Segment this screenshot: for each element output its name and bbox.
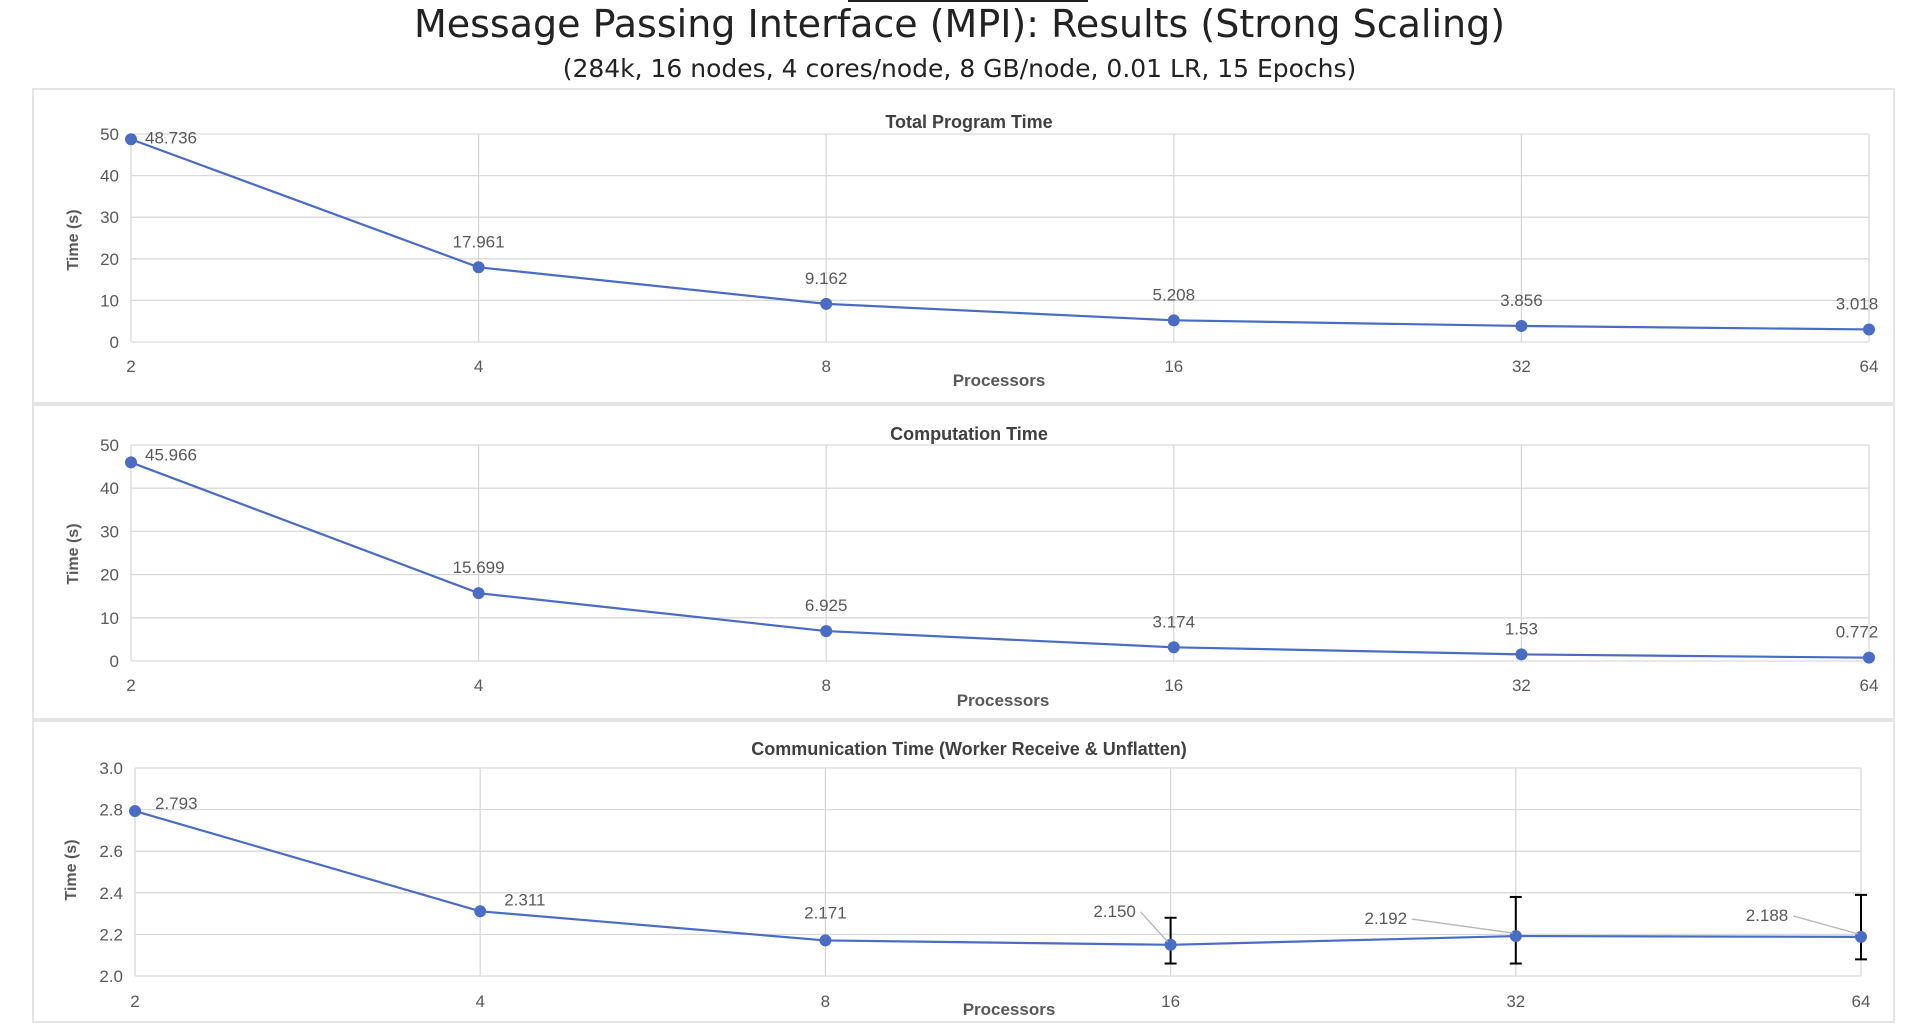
data-label: 2.150 — [1093, 902, 1136, 921]
data-label: 3.174 — [1153, 612, 1196, 631]
data-label: 5.208 — [1153, 285, 1196, 304]
data-point — [1863, 651, 1875, 664]
x-tick-label: 4 — [474, 357, 483, 376]
data-label: 3.018 — [1836, 294, 1879, 313]
y-axis-label: Time (s) — [63, 839, 80, 900]
y-tick-label: 2.2 — [99, 925, 123, 944]
x-tick-label: 64 — [1860, 357, 1879, 376]
x-tick-label: 16 — [1164, 676, 1183, 695]
data-point — [1509, 930, 1522, 943]
y-tick-label: 0 — [110, 333, 119, 352]
data-point — [820, 297, 833, 310]
data-point — [820, 625, 833, 638]
x-tick-label: 32 — [1506, 992, 1525, 1011]
y-tick-label: 20 — [100, 250, 119, 269]
x-tick-label: 16 — [1164, 357, 1183, 376]
data-point — [1863, 323, 1875, 336]
x-tick-label: 4 — [475, 992, 484, 1011]
x-tick-label: 8 — [821, 992, 830, 1011]
data-point — [819, 934, 832, 947]
series-line — [134, 809, 1862, 946]
data-label: 2.188 — [1746, 906, 1789, 925]
x-axis-label: Processors — [957, 691, 1050, 710]
x-tick-label: 16 — [1161, 992, 1180, 1011]
data-label: 15.699 — [453, 558, 505, 577]
series-line — [130, 138, 1870, 331]
chart-title: Total Program Time — [885, 112, 1052, 132]
chart-panel-computation-time: Computation Time Processors Time (s) 0 10… — [32, 404, 1895, 720]
y-tick-label: 2.4 — [99, 884, 123, 903]
y-tick-label: 20 — [100, 566, 119, 585]
x-tick-label: 32 — [1512, 676, 1531, 695]
y-tick-label: 0 — [110, 652, 119, 671]
data-label: 3.856 — [1500, 291, 1543, 310]
total-program-time-chart: Total Program Time Processors Time (s) 0… — [65, 112, 1879, 390]
x-tick-label: 64 — [1860, 676, 1879, 695]
y-tick-label: 10 — [100, 609, 119, 628]
data-label: 9.162 — [805, 269, 848, 288]
data-label: 2.793 — [155, 794, 198, 813]
data-point — [472, 261, 485, 274]
chart-panel-total-time: Total Program Time Processors Time (s) 0… — [32, 88, 1895, 404]
chart-title: Communication Time (Worker Receive & Unf… — [751, 739, 1186, 759]
data-label-leader — [1140, 911, 1169, 943]
y-axis-label: Time (s) — [65, 523, 82, 584]
data-point — [1515, 319, 1528, 332]
x-axis-label: Processors — [963, 1000, 1056, 1019]
y-tick-label: 2.6 — [99, 842, 123, 861]
chart-panel-communication-time: Communication Time (Worker Receive & Unf… — [32, 720, 1895, 1023]
x-axis-label: Processors — [953, 371, 1046, 390]
x-tick-label: 2 — [126, 357, 135, 376]
data-point — [125, 456, 137, 469]
data-label: 48.736 — [145, 128, 197, 147]
data-label: 17.961 — [453, 232, 505, 251]
data-label: 2.311 — [504, 890, 545, 909]
data-label-leader — [1411, 918, 1513, 934]
x-tick-label: 2 — [130, 992, 139, 1011]
data-point — [1167, 314, 1180, 327]
data-label: 6.925 — [805, 596, 848, 615]
data-label: 45.966 — [145, 445, 197, 464]
y-tick-label: 2.0 — [99, 967, 123, 986]
x-tick-label: 32 — [1512, 357, 1531, 376]
data-label: 1.53 — [1505, 619, 1538, 638]
x-tick-label: 64 — [1852, 992, 1871, 1011]
data-label: 2.171 — [804, 903, 847, 922]
x-tick-label: 8 — [821, 676, 830, 695]
communication-time-chart: Communication Time (Worker Receive & Unf… — [63, 739, 1871, 1019]
y-tick-label: 30 — [100, 208, 119, 227]
x-tick-label: 8 — [821, 357, 830, 376]
y-tick-label: 50 — [100, 125, 119, 144]
data-label: 0.772 — [1836, 623, 1879, 642]
data-point — [1515, 648, 1528, 661]
page-title: Message Passing Interface (MPI): Results… — [413, 2, 1506, 46]
y-tick-label: 10 — [100, 291, 119, 310]
x-tick-label: 2 — [126, 676, 135, 695]
data-point — [1167, 641, 1180, 654]
series-line — [130, 461, 1870, 659]
data-label-leader — [1792, 915, 1859, 935]
computation-time-chart: Computation Time Processors Time (s) 0 10… — [65, 424, 1879, 710]
y-tick-label: 3.0 — [99, 759, 123, 778]
data-point — [1855, 930, 1867, 943]
data-point — [472, 587, 485, 600]
y-tick-label: 50 — [100, 436, 119, 455]
data-point — [474, 905, 487, 918]
y-axis-label: Time (s) — [65, 209, 82, 270]
page-subtitle: (284k, 16 nodes, 4 cores/node, 8 GB/node… — [562, 54, 1357, 83]
x-tick-label: 4 — [474, 676, 483, 695]
top-rule — [848, 0, 1088, 2]
y-tick-label: 30 — [100, 522, 119, 541]
y-tick-label: 40 — [100, 479, 119, 498]
y-tick-label: 2.8 — [99, 801, 123, 820]
data-label: 2.192 — [1365, 909, 1408, 928]
chart-title: Computation Time — [890, 424, 1048, 444]
y-tick-label: 40 — [100, 167, 119, 186]
data-point — [129, 805, 141, 818]
data-point — [125, 133, 137, 146]
